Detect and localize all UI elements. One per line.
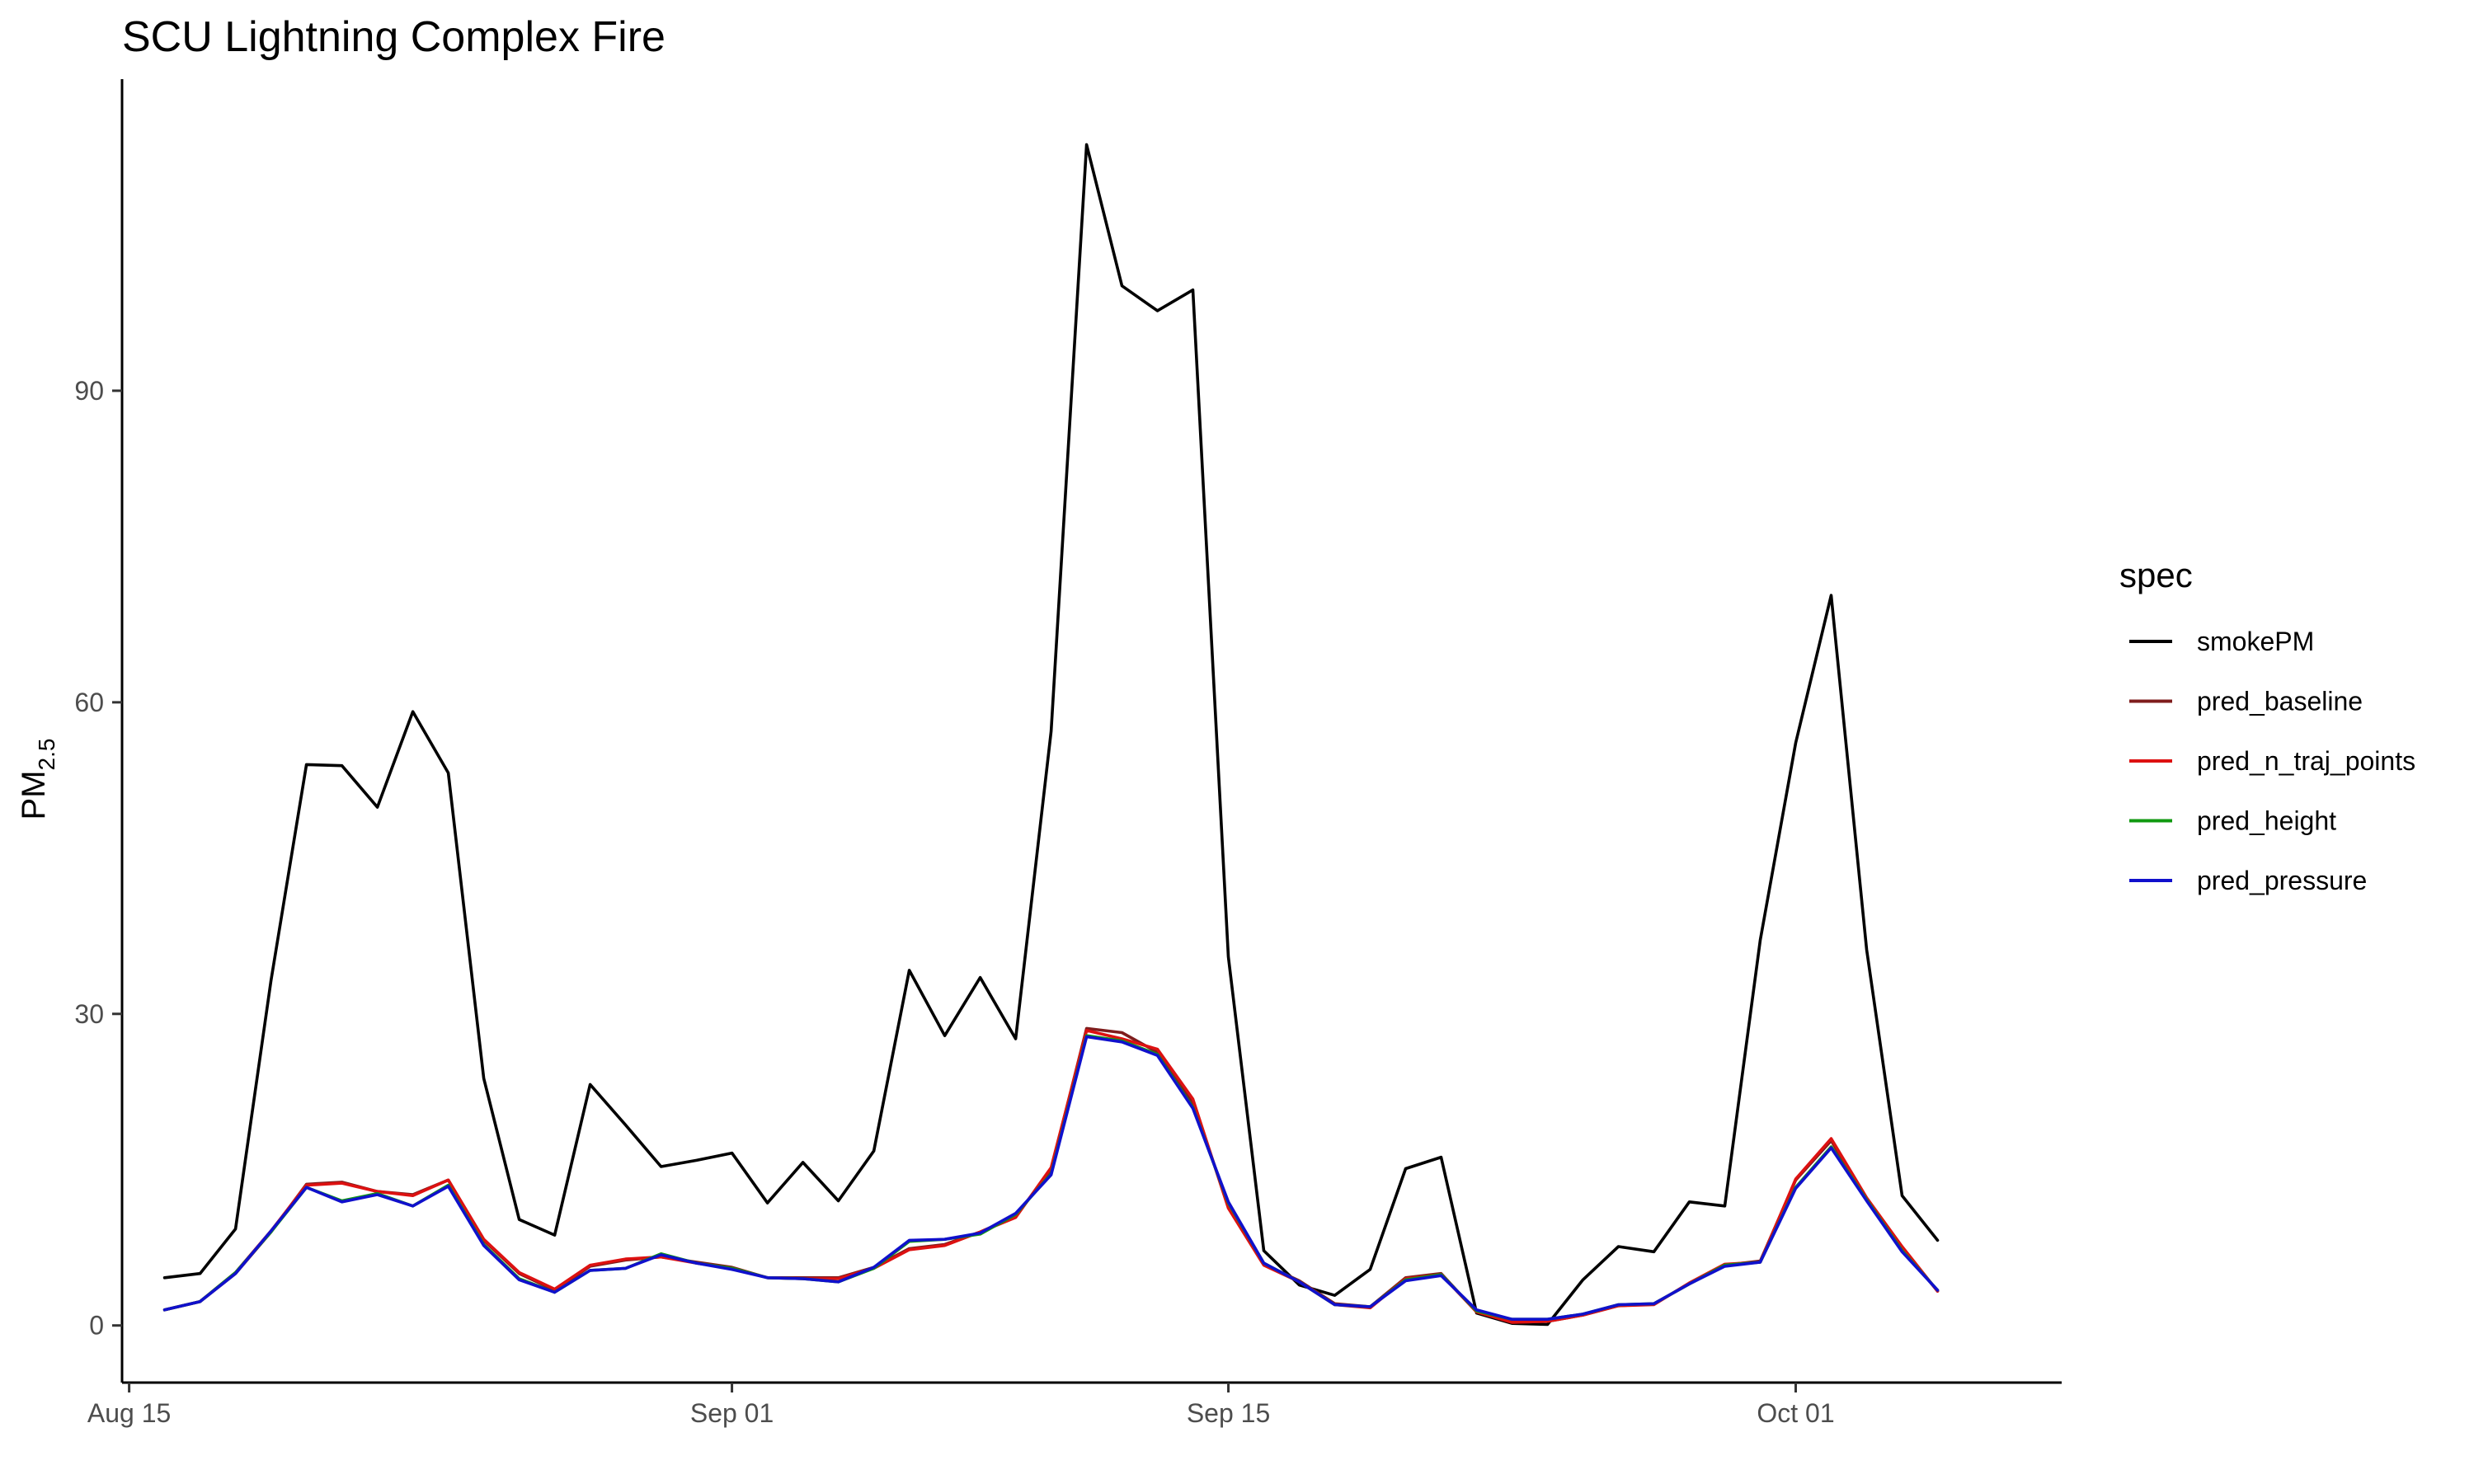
- legend-title: spec: [2119, 556, 2193, 594]
- legend-label-smokePM: smokePM: [2197, 627, 2314, 656]
- legend-label-pred-baseline: pred_baseline: [2197, 687, 2363, 716]
- x-tick-label: Sep 15: [1187, 1398, 1270, 1428]
- legend-label-pred-pressure: pred_pressure: [2197, 866, 2367, 895]
- axes: 0 30 60 90 Aug 15 Sep 01 Sep 15 Oct 01: [74, 79, 2062, 1428]
- chart-title: SCU Lightning Complex Fire: [122, 13, 666, 61]
- x-tick-label: Oct 01: [1757, 1398, 1834, 1428]
- series-line-pred-height: [162, 1034, 1940, 1321]
- svg-text:PM2.5: PM2.5: [16, 739, 59, 820]
- plot-area: [162, 143, 1940, 1327]
- legend-label-pred-n-traj-points: pred_n_traj_points: [2197, 746, 2415, 776]
- x-tick-label: Sep 01: [690, 1398, 774, 1428]
- y-axis-label-subscript: 2.5: [34, 739, 59, 771]
- y-axis-label-main: PM: [16, 770, 52, 819]
- y-tick-label: 0: [89, 1311, 104, 1341]
- x-tick-label: Aug 15: [87, 1398, 171, 1428]
- series-line-pred-pressure: [162, 1035, 1940, 1321]
- y-tick-label: 90: [74, 376, 104, 406]
- y-tick-label: 60: [74, 688, 104, 717]
- legend-label-pred-height: pred_height: [2197, 806, 2336, 836]
- series-line-smokePM: [162, 143, 1940, 1327]
- y-tick-label: 30: [74, 999, 104, 1029]
- y-axis-label: PM2.5: [16, 739, 59, 820]
- legend: spec smokePM pred_baseline pred_n_traj_poi…: [2119, 556, 2415, 895]
